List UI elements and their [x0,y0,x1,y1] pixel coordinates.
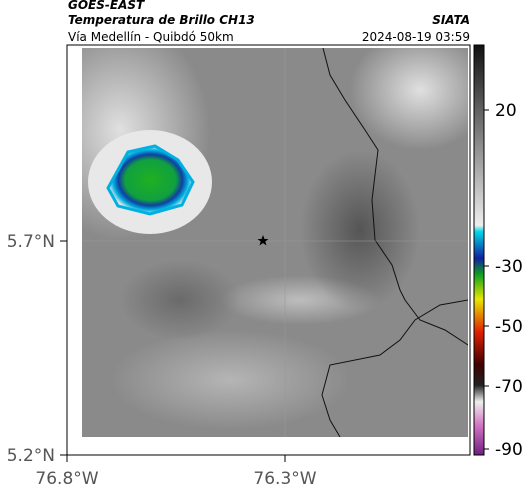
source: GOES-EAST [68,0,145,12]
colorbar-tick: -50 [495,317,523,337]
lat-tick: 5.2°N [7,446,55,466]
map-frame [66,44,471,456]
route: Vía Medellín - Quibdó 50km [68,30,234,44]
satellite-image [82,48,468,437]
colorbar-tick: 20 [495,101,517,121]
lon-tick: 76.8°W [35,469,98,489]
colorbar-tick: -30 [495,257,523,277]
colorbar-tick: -90 [495,440,523,460]
product: Temperatura de Brillo CH13 [68,13,255,27]
colorbar [473,44,485,456]
lat-tick: 5.7°N [7,232,55,252]
colorbar-tick: -70 [495,377,523,397]
timestamp: 2024-08-19 03:59 [362,30,470,44]
agency: SIATA [432,13,470,27]
lon-tick: 76.3°W [253,469,316,489]
